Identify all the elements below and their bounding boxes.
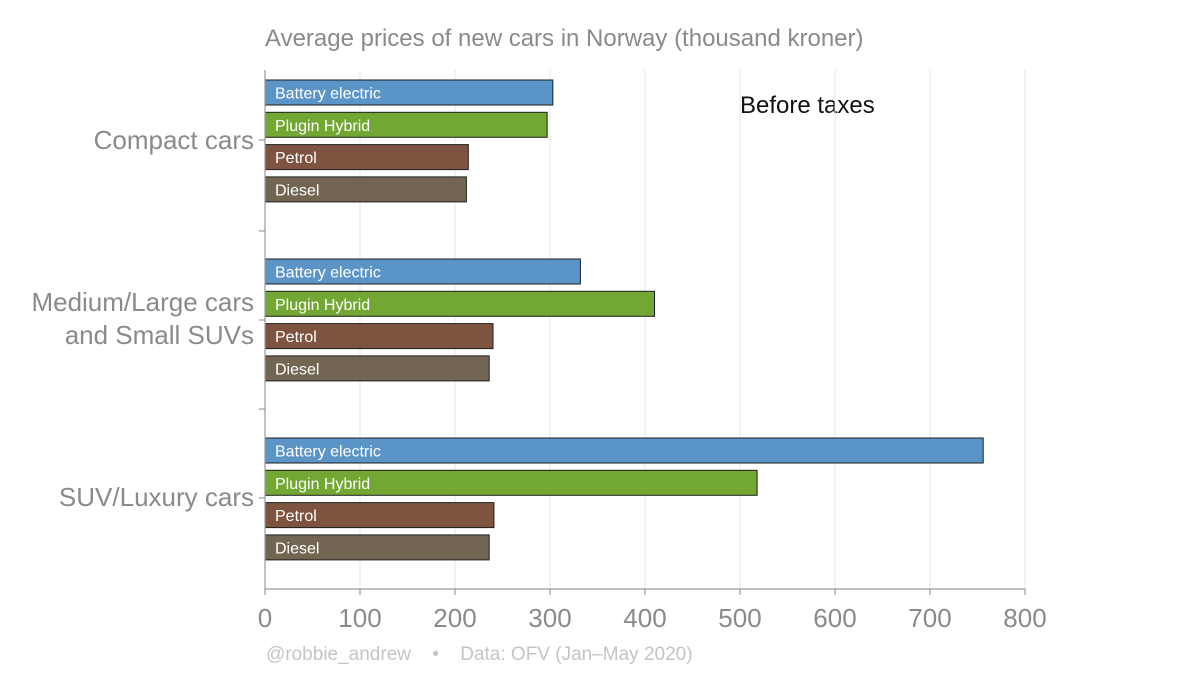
bar-diesel-group-3 — [264, 534, 490, 561]
footer-handle: @robbie_andrew — [266, 644, 411, 665]
footer-credit: @robbie_andrew • Data: OFV (Jan–May 2020… — [266, 644, 693, 665]
bar-plugin-hybrid-group-2 — [264, 290, 655, 317]
bar-label-battery-electric-group-2: Battery electric — [275, 265, 381, 282]
footer-separator: • — [432, 644, 439, 665]
bar-label-battery-electric-group-1: Battery electric — [275, 86, 381, 103]
category-label-2-line-1: Medium/Large cars — [31, 287, 254, 317]
bar-label-plugin-hybrid-group-2: Plugin Hybrid — [275, 297, 370, 314]
bar-label-petrol-group-3: Petrol — [275, 508, 317, 525]
x-tick-label-0: 0 — [258, 603, 272, 633]
bar-petrol-group-2 — [264, 323, 494, 350]
bar-label-plugin-hybrid-group-1: Plugin Hybrid — [275, 118, 370, 135]
x-tick-label-400: 400 — [623, 603, 666, 633]
x-tick-label-800: 800 — [1003, 603, 1046, 633]
bar-label-diesel-group-2: Diesel — [275, 361, 319, 378]
bar-battery-electric-group-3 — [264, 437, 984, 464]
x-tick-label-500: 500 — [718, 603, 761, 633]
x-tick-label-300: 300 — [528, 603, 571, 633]
category-label-2-line-2: and Small SUVs — [65, 320, 254, 350]
bar-battery-electric-group-2 — [264, 258, 581, 285]
category-label-3-line-1: SUV/Luxury cars — [59, 482, 254, 512]
bar-label-diesel-group-3: Diesel — [275, 540, 319, 557]
x-tick-label-600: 600 — [813, 603, 856, 633]
bar-label-diesel-group-1: Diesel — [275, 182, 319, 199]
axes: 0 100 200 300 400 500 600 700 800 — [258, 70, 1047, 633]
footer-source: Data: OFV (Jan–May 2020) — [460, 644, 692, 665]
bar-petrol-group-1 — [264, 144, 469, 171]
bar-label-plugin-hybrid-group-3: Plugin Hybrid — [275, 476, 370, 493]
bar-label-petrol-group-2: Petrol — [275, 329, 317, 346]
x-tick-label-200: 200 — [433, 603, 476, 633]
bar-diesel-group-1 — [264, 176, 467, 203]
chart-title: Average prices of new cars in Norway (th… — [265, 25, 864, 52]
x-tick-label-100: 100 — [338, 603, 381, 633]
bar-diesel-group-2 — [264, 355, 490, 382]
bar-label-battery-electric-group-3: Battery electric — [275, 444, 381, 461]
bar-petrol-group-3 — [264, 502, 495, 529]
bars: Battery electric Plugin Hybrid Petrol Diese… — [264, 79, 984, 561]
annotation-before-taxes: Before taxes — [740, 92, 875, 119]
bar-label-petrol-group-1: Petrol — [275, 150, 317, 167]
bar-plugin-hybrid-group-3 — [264, 469, 758, 496]
bar-plugin-hybrid-group-1 — [264, 111, 548, 138]
category-label-1-line-1: Compact cars — [94, 125, 254, 155]
x-tick-label-700: 700 — [908, 603, 951, 633]
